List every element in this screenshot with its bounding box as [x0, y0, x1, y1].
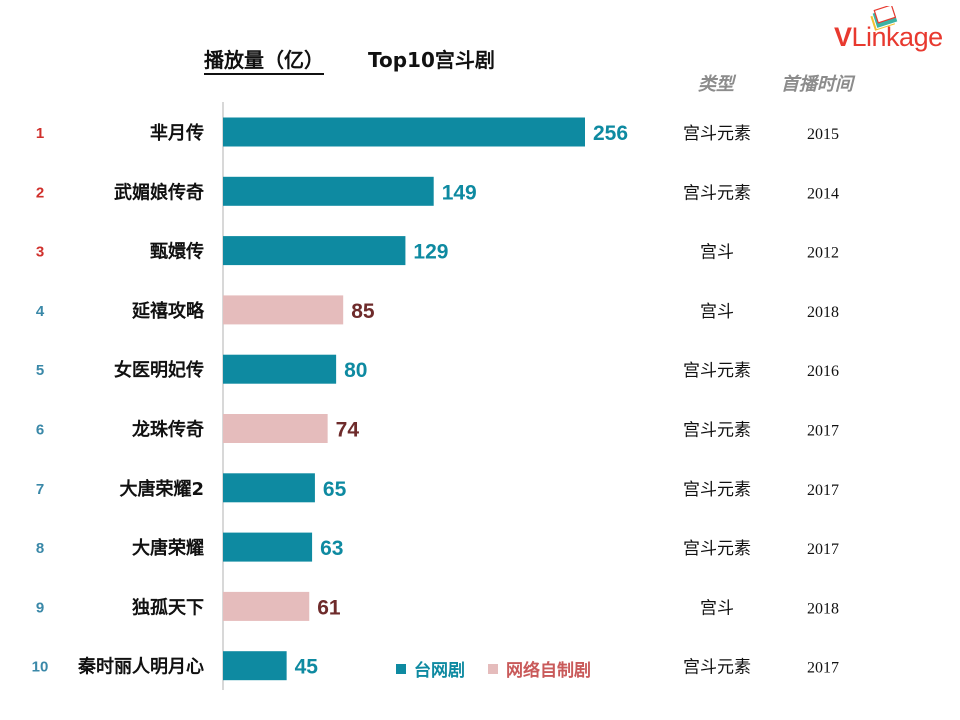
rank-label: 1	[36, 125, 44, 142]
data-label: 74	[336, 419, 360, 442]
premiere-year-cell: 2016	[807, 363, 839, 380]
legend-label-tv: 台网剧	[414, 661, 465, 681]
drama-name-label: 秦时丽人明月心	[77, 656, 204, 678]
data-label: 65	[323, 478, 347, 501]
logo-cards-icon	[869, 6, 899, 32]
bar	[223, 354, 337, 384]
data-label: 63	[320, 537, 343, 560]
genre-type-cell: 宫斗元素	[683, 658, 751, 678]
rank-label: 2	[36, 184, 44, 201]
genre-type-cell: 宫斗元素	[683, 480, 751, 500]
premiere-year-cell: 2017	[807, 423, 839, 440]
bar	[223, 651, 287, 681]
drama-name-label: 芈月传	[150, 122, 204, 144]
logo-linkage: Linkage	[851, 22, 944, 52]
chart-title-metric: 播放量（亿）	[204, 48, 324, 72]
rank-label: 6	[36, 422, 44, 439]
bar	[223, 176, 434, 206]
legend-item-web: 网络自制剧	[488, 656, 591, 681]
rank-label: 7	[36, 481, 44, 498]
rank-label: 5	[36, 362, 44, 379]
premiere-year-cell: 2012	[807, 245, 839, 262]
drama-name-label: 龙珠传奇	[132, 419, 204, 441]
drama-name-label: 大唐荣耀2	[119, 478, 204, 500]
genre-type-cell: 宫斗元素	[683, 361, 751, 381]
bar	[223, 295, 344, 325]
genre-type-cell: 宫斗元素	[683, 124, 751, 144]
bar	[223, 236, 406, 266]
premiere-year-cell: 2017	[807, 660, 839, 677]
drama-name-label: 武媚娘传奇	[114, 181, 204, 203]
bar	[223, 473, 315, 503]
bar	[223, 414, 328, 443]
genre-type-cell: 宫斗	[700, 598, 734, 618]
genre-type-cell: 宫斗	[700, 302, 734, 322]
premiere-year-cell: 2017	[807, 482, 839, 499]
vlinkage-logo: VLinkage	[834, 6, 958, 58]
column-header-type: 类型	[698, 74, 734, 95]
drama-name-label: 女医明妃传	[114, 359, 204, 381]
data-label: 85	[351, 300, 375, 323]
premiere-year-cell: 2014	[807, 185, 839, 202]
data-label: 61	[317, 596, 341, 619]
genre-type-cell: 宫斗元素	[683, 421, 751, 441]
data-label: 256	[593, 122, 628, 145]
logo-wordmark: VLinkage	[834, 22, 943, 53]
chart-title-name: Top10宫斗剧	[368, 48, 495, 72]
bar	[223, 591, 310, 621]
drama-name-label: 大唐荣耀	[132, 537, 204, 559]
rank-label: 8	[36, 540, 44, 557]
genre-type-cell: 宫斗	[700, 243, 734, 263]
column-header-year: 首播时间	[781, 74, 853, 95]
rank-label: 3	[36, 244, 44, 261]
data-label: 45	[295, 656, 319, 679]
premiere-year-cell: 2018	[807, 600, 839, 617]
legend-label-web: 网络自制剧	[506, 661, 591, 681]
drama-name-label: 独孤天下	[132, 596, 204, 618]
rank-label: 9	[36, 599, 44, 616]
premiere-year-cell: 2017	[807, 541, 839, 558]
legend-swatch-web	[488, 663, 498, 674]
drama-name-label: 延禧攻略	[131, 300, 205, 322]
legend-swatch-tv	[396, 663, 406, 674]
data-label: 129	[413, 241, 448, 264]
rank-label: 10	[32, 659, 49, 676]
legend-item-tv: 台网剧	[396, 656, 465, 681]
rank-label: 4	[36, 303, 45, 320]
data-label: 80	[344, 359, 367, 382]
premiere-year-cell: 2018	[807, 304, 839, 321]
genre-type-cell: 宫斗元素	[683, 183, 751, 203]
bar	[223, 117, 585, 147]
genre-type-cell: 宫斗元素	[683, 539, 751, 559]
logo-v: V	[834, 22, 852, 52]
data-label: 149	[442, 181, 477, 204]
drama-name-label: 甄嬛传	[150, 241, 204, 263]
bar	[223, 532, 313, 562]
premiere-year-cell: 2015	[807, 126, 839, 143]
